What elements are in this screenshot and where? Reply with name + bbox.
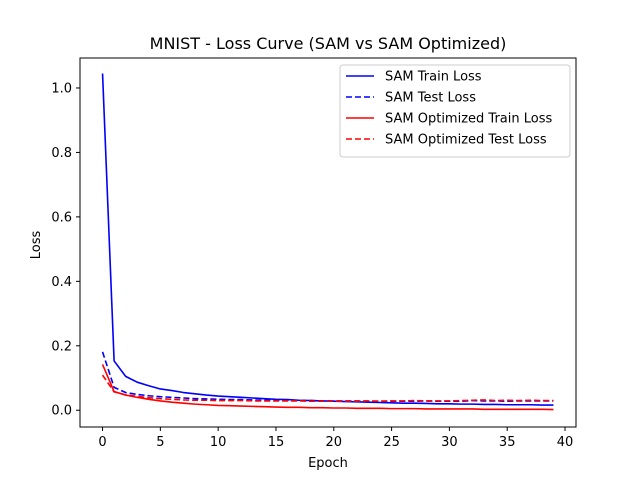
x-tick-label: 30 [441,435,458,450]
x-tick-label: 25 [383,435,400,450]
y-tick-label: 0.8 [51,146,72,161]
y-tick-label: 0.4 [51,275,72,290]
x-tick-label: 20 [326,435,343,450]
x-tick-label: 10 [210,435,227,450]
legend-label-2: SAM Test Loss [385,91,476,106]
x-tick-label: 15 [268,435,285,450]
x-tick-label: 35 [499,435,516,450]
y-tick-label: 1.0 [51,81,72,96]
y-tick-label: 0.2 [51,339,72,354]
series-layer [101,73,554,411]
x-tick-label: 5 [156,435,164,450]
legend-box [339,64,571,158]
y-tick-label: 0.0 [51,404,72,419]
legend-label-1: SAM Train Loss [385,70,482,85]
x-axis-label: Epoch [308,456,348,471]
y-axis-label: Loss [29,231,44,260]
legend: SAM Train Loss SAM Test Loss SAM Optimized… [339,64,571,158]
legend-label-4: SAM Optimized Test Loss [385,133,547,148]
series-line-4 [101,374,554,403]
x-tick-label: 40 [557,435,574,450]
x-tick-label: 0 [98,435,106,450]
y-tick-label: 0.6 [51,210,72,225]
chart-title: MNIST - Loss Curve (SAM vs SAM Optimized… [150,34,507,53]
axes-frame [79,57,577,428]
legend-label-3: SAM Optimized Train Loss [385,112,552,127]
axes-layer: 0 5 10 15 20 25 30 35 40 0.0 0.2 0.4 0.6 0.8 1.0 [51,57,577,450]
series-line-3 [101,364,554,411]
